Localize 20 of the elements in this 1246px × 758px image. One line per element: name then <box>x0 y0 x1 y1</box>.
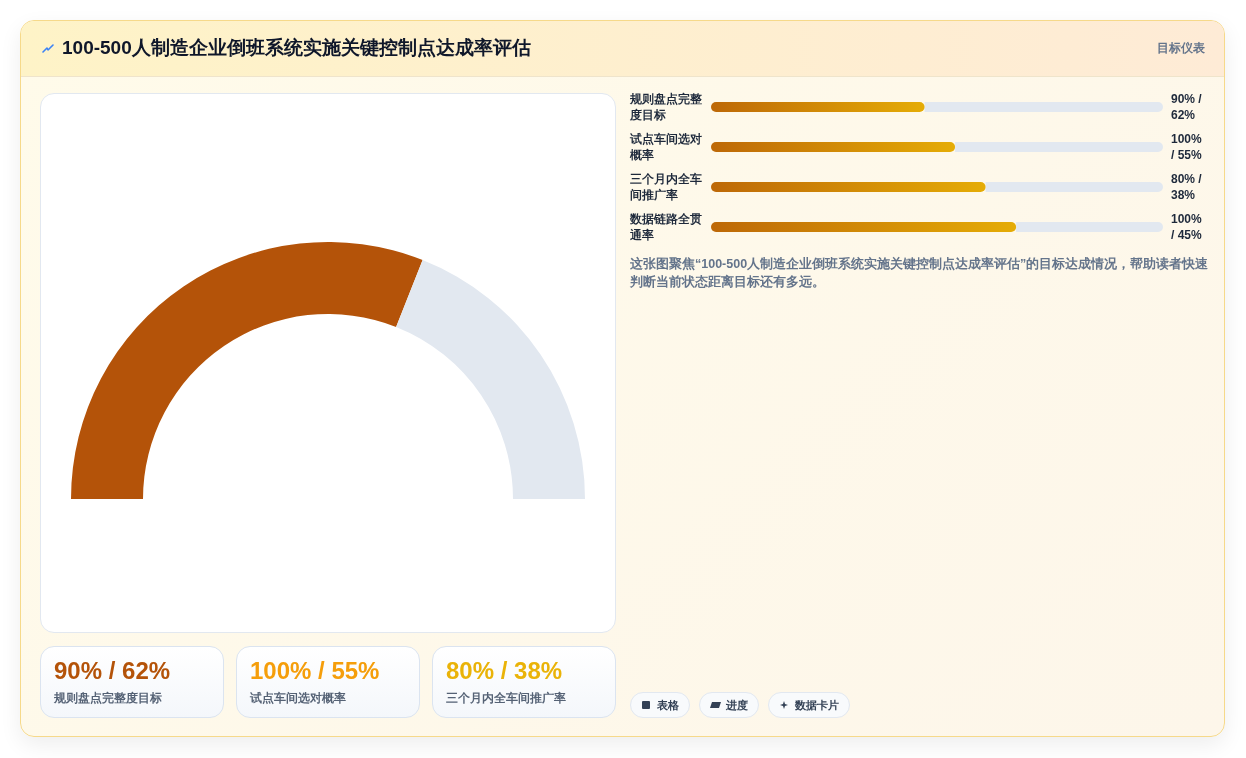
text: 数据卡片 <box>795 697 839 713</box>
chart-title: 100-500人制造企业倒班系统实施关键控制点达成率评估 <box>62 37 531 59</box>
y-tick-label: 试点车间选对概率 <box>630 131 703 163</box>
text: 试点车间选对概率 <box>250 690 346 706</box>
y-tick-label: 数据链路全贯通率 <box>630 212 703 243</box>
text: 表格 <box>657 697 679 713</box>
text: 90% / 62% <box>54 657 171 685</box>
text: 80% / 38% <box>446 657 563 685</box>
text: 100% / 55% <box>1171 131 1203 163</box>
text: 这张图聚焦“100-500人制造企业倒班系统实施关键控制点达成率评估”的目标达成情况，帮助读者快速判断当前状态距离目标还有多远。 <box>630 256 1210 291</box>
text: 目标仪表 <box>1157 40 1205 56</box>
text: 90% / 62% <box>1171 91 1203 123</box>
text: 进度 <box>726 697 748 713</box>
text: 规则盘点完整度目标 <box>54 690 162 706</box>
text: 100% / 45% <box>1171 211 1203 243</box>
y-tick-label: 三个月内全车间推广率 <box>630 172 703 203</box>
text: 80% / 38% <box>1171 171 1203 203</box>
text: 三个月内全车间推广率 <box>446 690 566 706</box>
y-tick-label: 规则盘点完整度目标 <box>630 91 703 123</box>
text: 100% / 55% <box>250 657 380 685</box>
